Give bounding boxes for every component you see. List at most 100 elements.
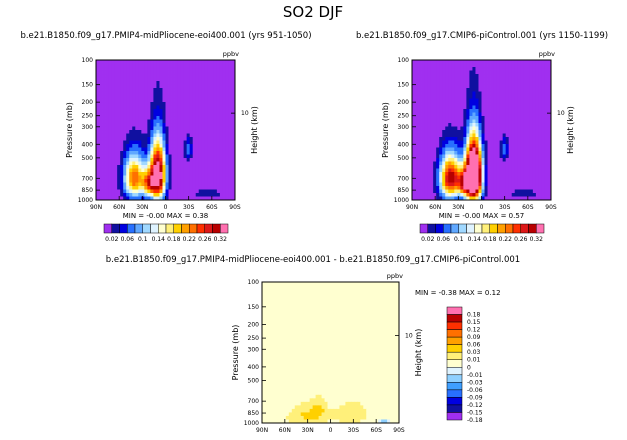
field-cell	[318, 303, 322, 308]
field-cell	[502, 95, 507, 99]
field-cell	[454, 81, 458, 85]
field-cell	[99, 189, 103, 194]
field-cell	[412, 144, 416, 148]
field-cell	[195, 154, 200, 159]
field-cell	[210, 95, 215, 99]
field-cell	[493, 144, 498, 148]
field-cell	[360, 317, 364, 322]
field-cell	[111, 123, 115, 127]
field-cell	[315, 338, 319, 343]
field-cell	[481, 60, 485, 64]
field-cell	[487, 88, 491, 92]
field-cell	[372, 292, 376, 297]
field-cell	[201, 84, 206, 89]
field-cell	[517, 88, 522, 92]
field-cell	[213, 112, 218, 117]
field-cell	[168, 77, 172, 82]
field-cell	[108, 74, 112, 78]
field-cell	[529, 67, 534, 71]
field-cell	[499, 151, 504, 155]
field-cell	[285, 370, 290, 375]
field-cell	[547, 88, 552, 92]
field-cell	[99, 196, 103, 201]
field-cell	[168, 172, 172, 176]
field-cell	[430, 179, 434, 183]
field-cell	[132, 102, 136, 106]
field-cell	[120, 196, 124, 201]
field-cell	[523, 67, 528, 71]
field-cell	[433, 102, 437, 106]
y2-axis-label: Height (km)	[566, 106, 575, 154]
field-cell	[415, 186, 419, 190]
field-cell	[303, 282, 308, 286]
field-cell	[186, 158, 191, 162]
field-cell	[201, 161, 206, 166]
field-cell	[454, 193, 458, 197]
field-cell	[153, 126, 157, 131]
field-cell	[457, 133, 461, 138]
field-cell	[469, 144, 473, 148]
field-cell	[433, 81, 437, 85]
field-cell	[219, 67, 224, 71]
field-cell	[156, 105, 160, 110]
field-cell	[141, 102, 145, 106]
field-cell	[171, 98, 175, 103]
field-cell	[174, 182, 178, 187]
field-cell	[159, 154, 163, 159]
field-cell	[393, 327, 397, 332]
figure-title: SO2 DJF	[283, 3, 343, 21]
field-cell	[228, 175, 233, 180]
field-cell	[186, 102, 191, 106]
field-cell	[511, 123, 516, 127]
field-cell	[288, 320, 293, 325]
field-cell	[460, 165, 464, 169]
field-cell	[318, 370, 322, 375]
field-cell	[306, 366, 311, 371]
field-cell	[117, 161, 121, 166]
field-cell	[514, 84, 519, 89]
field-cell	[168, 151, 172, 155]
field-cell	[204, 126, 209, 131]
field-cell	[484, 63, 488, 68]
field-cell	[424, 105, 428, 110]
field-cell	[390, 338, 394, 343]
field-cell	[294, 356, 299, 360]
field-cell	[117, 154, 121, 159]
field-cell	[436, 182, 440, 187]
field-cell	[102, 95, 106, 99]
field-cell	[132, 126, 136, 131]
field-cell	[294, 310, 299, 315]
field-cell	[321, 324, 325, 329]
field-cell	[529, 84, 534, 89]
field-cell	[357, 363, 361, 367]
field-cell	[529, 196, 534, 201]
field-cell	[144, 91, 148, 96]
field-cell	[216, 70, 221, 75]
field-cell	[430, 130, 434, 134]
y-tick-label: 700	[398, 175, 410, 182]
field-cell	[442, 123, 446, 127]
field-cell	[267, 338, 272, 343]
field-cell	[526, 133, 531, 138]
field-cell	[463, 98, 467, 103]
field-cell	[418, 189, 422, 194]
field-cell	[490, 70, 494, 75]
field-cell	[171, 193, 175, 197]
field-cell	[387, 338, 391, 343]
field-cell	[544, 165, 549, 169]
field-cell	[478, 67, 482, 71]
field-cell	[219, 123, 224, 127]
field-cell	[318, 359, 322, 364]
field-cell	[222, 189, 227, 194]
field-cell	[439, 165, 443, 169]
field-cell	[430, 84, 434, 89]
field-cell	[222, 63, 227, 68]
field-cell	[201, 81, 206, 85]
field-cell	[120, 144, 124, 148]
field-cell	[225, 172, 230, 176]
field-cell	[156, 196, 160, 201]
field-cell	[369, 299, 373, 304]
field-cell	[421, 116, 425, 120]
field-cell	[195, 67, 200, 71]
field-cell	[415, 98, 419, 103]
